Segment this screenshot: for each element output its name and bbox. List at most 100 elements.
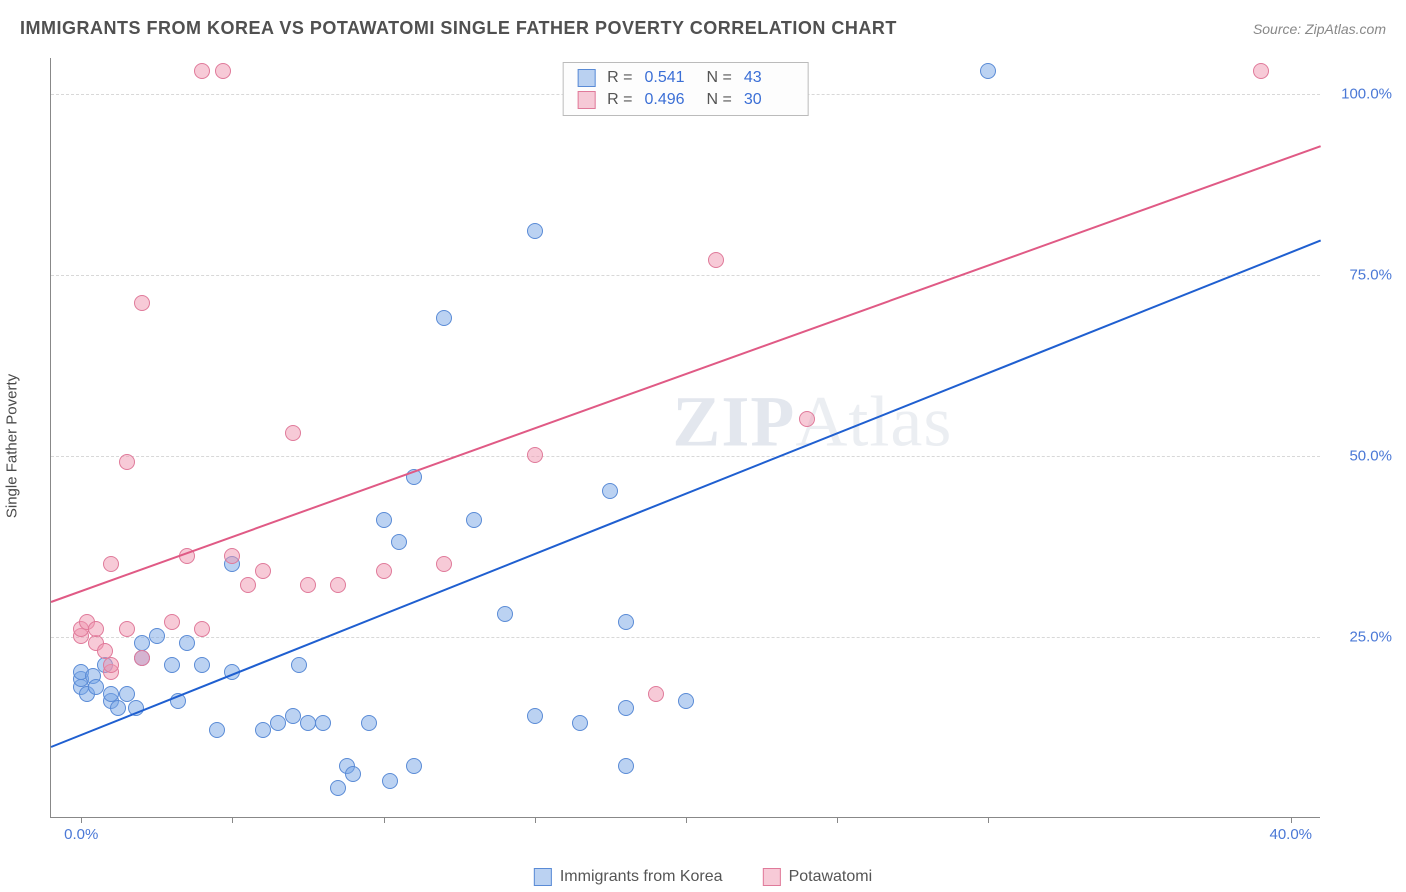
data-point-potawatomi	[194, 621, 210, 637]
stat-n-label: N =	[707, 91, 732, 109]
y-axis-label: Single Father Poverty	[4, 374, 21, 518]
y-tick-label: 50.0%	[1332, 448, 1392, 465]
stat-n-value: 30	[744, 91, 794, 109]
data-point-potawatomi	[300, 577, 316, 593]
data-point-korea	[406, 758, 422, 774]
swatch-icon	[534, 868, 552, 886]
data-point-korea	[330, 780, 346, 796]
x-tick	[1291, 817, 1292, 823]
data-point-korea	[382, 773, 398, 789]
data-point-korea	[391, 534, 407, 550]
data-point-potawatomi	[119, 621, 135, 637]
data-point-korea	[436, 310, 452, 326]
x-tick-label: 40.0%	[1269, 826, 1312, 843]
data-point-korea	[618, 614, 634, 630]
data-point-potawatomi	[648, 686, 664, 702]
data-point-korea	[376, 512, 392, 528]
data-point-korea	[149, 628, 165, 644]
x-tick	[988, 817, 989, 823]
data-point-korea	[291, 657, 307, 673]
y-tick-label: 100.0%	[1332, 86, 1392, 103]
data-point-potawatomi	[119, 454, 135, 470]
data-point-korea	[618, 758, 634, 774]
data-point-korea	[110, 700, 126, 716]
trendline-korea	[51, 239, 1322, 748]
gridline	[51, 456, 1320, 457]
data-point-korea	[270, 715, 286, 731]
x-tick-label: 0.0%	[64, 826, 98, 843]
data-point-korea	[285, 708, 301, 724]
data-point-potawatomi	[330, 577, 346, 593]
legend-label: Potawatomi	[789, 868, 873, 886]
data-point-korea	[527, 223, 543, 239]
x-tick	[384, 817, 385, 823]
x-tick	[81, 817, 82, 823]
stats-row-korea: R = 0.541 N = 43	[577, 67, 794, 89]
data-point-potawatomi	[799, 411, 815, 427]
data-point-potawatomi	[376, 563, 392, 579]
data-point-potawatomi	[436, 556, 452, 572]
data-point-korea	[572, 715, 588, 731]
legend-label: Immigrants from Korea	[560, 868, 723, 886]
swatch-icon	[577, 69, 595, 87]
data-point-potawatomi	[224, 548, 240, 564]
data-point-korea	[980, 63, 996, 79]
data-point-korea	[361, 715, 377, 731]
stat-r-value: 0.541	[645, 69, 695, 87]
x-tick	[686, 817, 687, 823]
data-point-korea	[497, 606, 513, 622]
stat-r-label: R =	[607, 91, 632, 109]
data-point-potawatomi	[103, 556, 119, 572]
data-point-potawatomi	[255, 563, 271, 579]
data-point-korea	[678, 693, 694, 709]
data-point-korea	[618, 700, 634, 716]
chart-title: IMMIGRANTS FROM KOREA VS POTAWATOMI SING…	[20, 18, 897, 39]
data-point-korea	[119, 686, 135, 702]
data-point-korea	[88, 679, 104, 695]
x-tick	[837, 817, 838, 823]
data-point-korea	[194, 657, 210, 673]
data-point-potawatomi	[134, 295, 150, 311]
gridline	[51, 637, 1320, 638]
data-point-potawatomi	[134, 650, 150, 666]
y-tick-label: 25.0%	[1332, 629, 1392, 646]
legend-item-potawatomi: Potawatomi	[763, 868, 873, 886]
data-point-potawatomi	[708, 252, 724, 268]
stat-r-value: 0.496	[645, 91, 695, 109]
data-point-potawatomi	[285, 425, 301, 441]
gridline	[51, 275, 1320, 276]
data-point-potawatomi	[240, 577, 256, 593]
source-label: Source: ZipAtlas.com	[1253, 21, 1386, 37]
data-point-korea	[209, 722, 225, 738]
data-point-potawatomi	[164, 614, 180, 630]
data-point-korea	[315, 715, 331, 731]
data-point-potawatomi	[194, 63, 210, 79]
trendline-potawatomi	[51, 145, 1322, 603]
stat-n-value: 43	[744, 69, 794, 87]
header-bar: IMMIGRANTS FROM KOREA VS POTAWATOMI SING…	[20, 18, 1386, 39]
x-tick	[535, 817, 536, 823]
swatch-icon	[577, 91, 595, 109]
plot-area: ZIPAtlas 25.0%50.0%75.0%100.0%0.0%40.0%R…	[50, 58, 1320, 818]
data-point-korea	[255, 722, 271, 738]
data-point-potawatomi	[1253, 63, 1269, 79]
stats-row-potawatomi: R = 0.496 N = 30	[577, 89, 794, 111]
swatch-icon	[763, 868, 781, 886]
data-point-potawatomi	[215, 63, 231, 79]
data-point-potawatomi	[88, 621, 104, 637]
data-point-korea	[164, 657, 180, 673]
legend-item-korea: Immigrants from Korea	[534, 868, 723, 886]
data-point-potawatomi	[103, 657, 119, 673]
bottom-legend: Immigrants from Korea Potawatomi	[534, 868, 872, 886]
stat-n-label: N =	[707, 69, 732, 87]
y-tick-label: 75.0%	[1332, 267, 1392, 284]
data-point-korea	[527, 708, 543, 724]
data-point-korea	[300, 715, 316, 731]
data-point-korea	[466, 512, 482, 528]
data-point-korea	[602, 483, 618, 499]
data-point-korea	[345, 766, 361, 782]
data-point-potawatomi	[527, 447, 543, 463]
stats-box: R = 0.541 N = 43 R = 0.496 N = 30	[562, 62, 809, 116]
data-point-korea	[179, 635, 195, 651]
stat-r-label: R =	[607, 69, 632, 87]
